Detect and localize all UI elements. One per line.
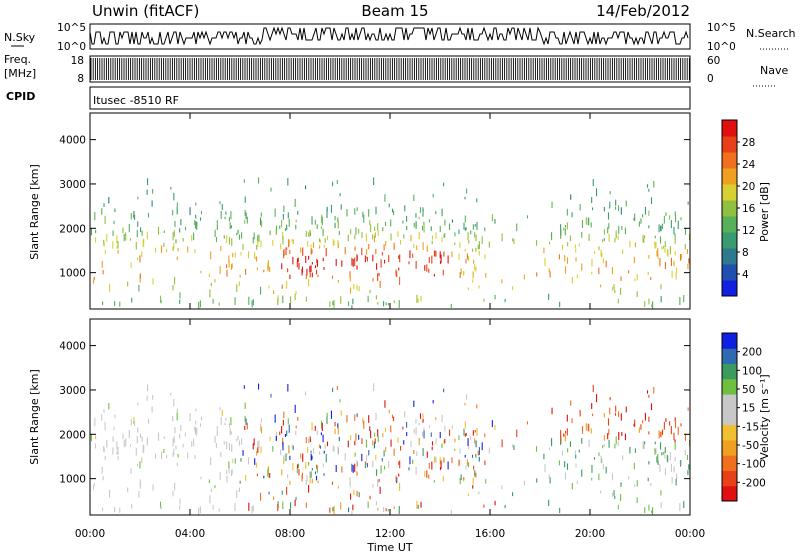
colorbar-swatch: [722, 348, 737, 365]
colorbar-frame: [721, 332, 738, 502]
y-tick-label: 1000: [59, 268, 86, 280]
y-tick-label: 2000: [59, 223, 86, 235]
colorbar-tick-label: 28: [742, 137, 755, 149]
cpid-label: CPID: [6, 90, 35, 103]
colorbar-swatch: [722, 168, 737, 185]
power-frame: [89, 112, 691, 310]
y-tick-label: 1000: [59, 474, 86, 486]
colorbar-tick-label: -15: [742, 421, 759, 433]
power-panel: 4000 3000 2000 1000 Slant Range [km] 28 24 20…: [28, 112, 771, 310]
colorbar-swatch: [722, 333, 737, 349]
colorbar-swatch: [722, 424, 737, 441]
nave-label: Nave: [760, 64, 788, 77]
x-tick-label: 20:00: [575, 528, 605, 540]
power-colorbar: 28 24 20 16 12 8 4: [721, 119, 756, 297]
nsky-trace: [89, 26, 689, 46]
nave-tick-bottom: 0: [707, 73, 714, 85]
x-axis-ticks: 00:00 04:00 08:00 12:00 16:00 20:00 00:00: [75, 113, 705, 540]
colorbar-swatch: [722, 152, 737, 169]
colorbar-tick-label: -200: [742, 477, 766, 489]
colorbar-tick-label: 15: [742, 403, 755, 415]
colorbar-tick-label: 200: [742, 347, 762, 359]
freq-bars: [90, 58, 690, 80]
colorbar-tick-label: 24: [742, 159, 756, 171]
colorbar-swatch: [722, 136, 737, 153]
colorbar-tick-label: 50: [742, 384, 755, 396]
y-tick-label: 2000: [59, 429, 86, 441]
colorbar-swatch: [722, 394, 737, 410]
nsky-tick-bottom: 10^0: [57, 41, 86, 53]
x-axis-label: Time UT: [366, 541, 412, 554]
power-colorbar-label: Power [dB]: [758, 182, 771, 242]
colorbar-swatch: [722, 485, 737, 502]
freq-panel: Freq. [MHz] 18 8 60 0 Nave: [4, 53, 788, 87]
velocity-colorbar: 200 100 50 15 -15 -50 -100 -200: [721, 332, 766, 502]
x-tick-label: 00:00: [675, 528, 705, 540]
cpid-frame: [89, 86, 691, 110]
colorbar-tick-label: 16: [742, 203, 756, 215]
freq-tick-bottom: 8: [77, 73, 84, 85]
colorbar-swatch: [722, 455, 737, 471]
colorbar-swatch: [722, 232, 737, 249]
x-tick-label: 12:00: [375, 528, 405, 540]
y-tick-label: 4000: [59, 135, 86, 147]
freq-tick-top: 18: [71, 55, 84, 67]
x-tick-label: 08:00: [275, 528, 305, 540]
power-cells: [90, 177, 691, 309]
y-tick-label: 3000: [59, 385, 86, 397]
power-ylabel: Slant Range [km]: [28, 164, 41, 260]
nsearch-tick-bottom: 10^0: [707, 41, 736, 53]
velocity-ylabel: Slant Range [km]: [28, 369, 41, 465]
x-tick-label: 04:00: [175, 528, 205, 540]
colorbar-swatch: [722, 439, 737, 456]
nsearch-tick-top: 10^5: [707, 22, 736, 34]
freq-unit: [MHz]: [4, 67, 36, 80]
power-y-ticks: 4000 3000 2000 1000: [59, 135, 690, 280]
velocity-panel: 4000 3000 2000 1000 Slant Range [km] 200 100…: [28, 318, 771, 516]
nsky-label: N.Sky: [4, 31, 36, 44]
beam-title: Beam 15: [361, 2, 428, 20]
colorbar-swatch: [722, 200, 737, 217]
colorbar-tick-label: 8: [742, 247, 749, 259]
colorbar-tick-label: -50: [742, 440, 759, 452]
cpid-panel: CPID Itusec -8510 RF: [6, 86, 691, 110]
colorbar-tick-label: 20: [742, 181, 755, 193]
colorbar-swatch: [722, 216, 737, 233]
colorbar-swatch: [722, 409, 737, 426]
colorbar-swatch: [722, 470, 737, 487]
colorbar-tick-label: -100: [742, 459, 766, 471]
colorbar-swatch: [722, 280, 737, 297]
y-tick-label: 3000: [59, 179, 86, 191]
y-tick-label: 4000: [59, 341, 86, 353]
colorbar-swatch: [722, 363, 737, 380]
velocity-colorbar-label: Velocity [m s⁻¹]: [758, 374, 771, 459]
nsky-frame: [89, 23, 691, 50]
velocity-cells: [90, 383, 691, 515]
nsky-panel: N.Sky 10^5 10^0 10^5 10^0 N.Search: [4, 22, 796, 53]
date-title: 14/Feb/2012: [596, 2, 690, 20]
velocity-frame: [89, 318, 691, 516]
velocity-y-ticks: 4000 3000 2000 1000: [59, 341, 690, 486]
nsky-tick-top: 10^5: [57, 22, 86, 34]
site-title: Unwin (fitACF): [92, 2, 199, 20]
colorbar-swatch: [722, 184, 737, 201]
x-tick-label: 16:00: [475, 528, 505, 540]
x-tick-label: 00:00: [75, 528, 105, 540]
colorbar-swatch: [722, 264, 737, 281]
nsearch-label: N.Search: [746, 27, 796, 40]
cpid-text: Itusec -8510 RF: [93, 94, 179, 107]
colorbar-tick-label: 100: [742, 365, 762, 377]
colorbar-swatch: [722, 120, 737, 137]
colorbar-swatch: [722, 378, 737, 395]
colorbar-swatch: [722, 248, 737, 265]
freq-label: Freq.: [4, 53, 31, 66]
freq-frame: [89, 55, 691, 83]
colorbar-tick-label: 4: [742, 269, 749, 281]
colorbar-tick-label: 12: [742, 225, 755, 237]
nave-tick-top: 60: [707, 55, 720, 67]
